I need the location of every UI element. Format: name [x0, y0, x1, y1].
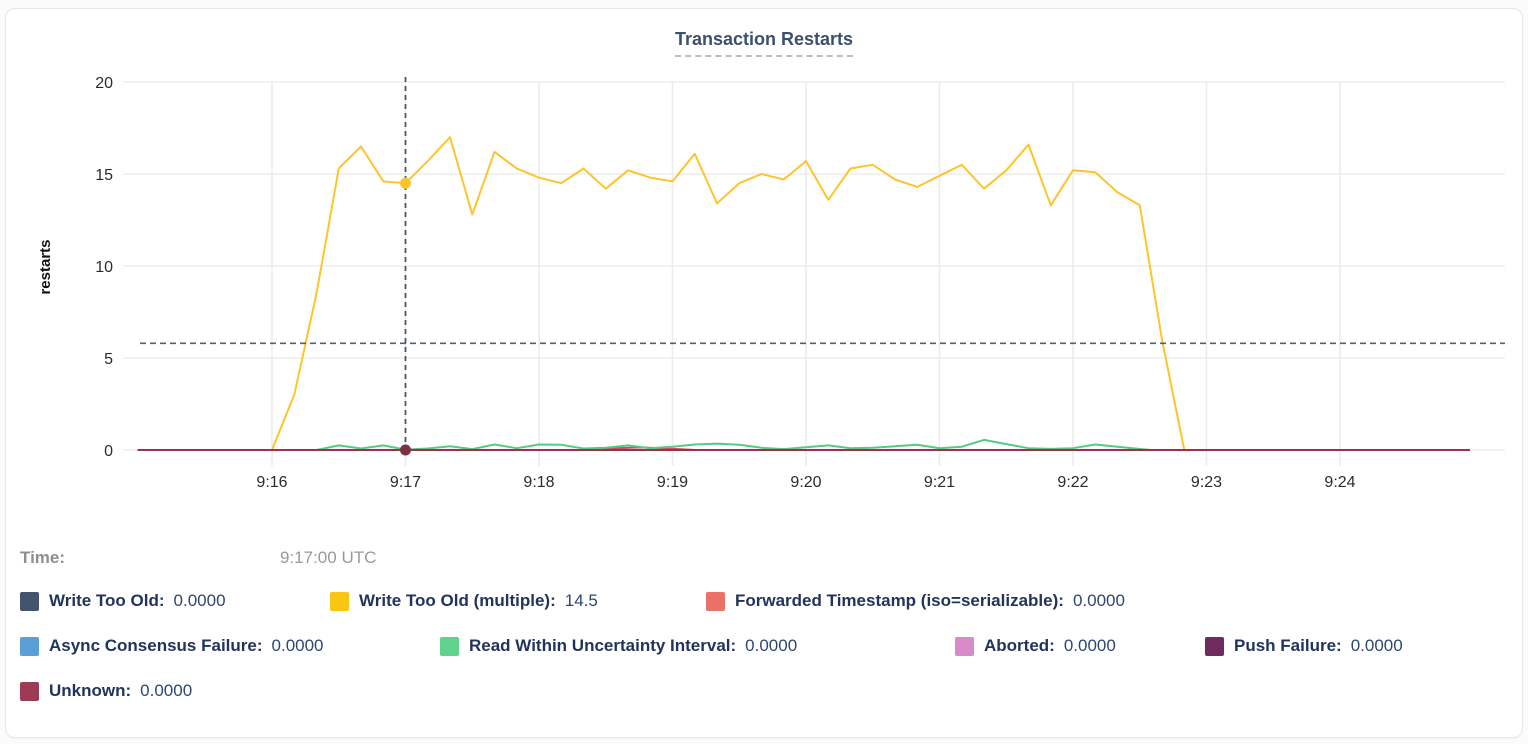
x-tick-label: 9:23: [1191, 474, 1222, 491]
legend-swatch-unknown: [20, 681, 39, 701]
legend-item-push-failure: Push Failure: 0.0000: [1205, 636, 1403, 656]
legend-row-2: Async Consensus Failure: 0.0000 Read Withi…: [20, 636, 1520, 660]
hover-dot-write-too-old-multiple-: [400, 177, 411, 189]
y-axis-label: restarts: [37, 239, 54, 294]
legend-label: Read Within Uncertainty Interval:: [469, 636, 737, 655]
legend-label: Write Too Old (multiple):: [359, 591, 556, 610]
legend-swatch-write-too-old-multiple: [330, 591, 349, 611]
y-tick-label: 5: [104, 351, 113, 368]
legend-item-write-too-old-multiple: Write Too Old (multiple): 14.5: [330, 591, 598, 611]
y-tick-label: 20: [95, 75, 113, 92]
series-line-read-within-uncertainty-interval: [315, 438, 1152, 451]
x-tick-label: 9:18: [523, 474, 554, 491]
legend-swatch-aborted: [955, 636, 974, 656]
y-tick-label: 10: [95, 259, 113, 276]
chart-card: [5, 8, 1523, 738]
x-tick-label: 9:21: [924, 474, 955, 491]
legend-value: 0.0000: [140, 681, 193, 700]
legend-label: Push Failure:: [1234, 636, 1342, 655]
y-tick-label: 0: [104, 443, 113, 460]
legend-item-read-within-uncertainty-interval: Read Within Uncertainty Interval: 0.0000: [440, 636, 797, 656]
x-tick-label: 9:19: [657, 474, 688, 491]
legend-item-forwarded-timestamp: Forwarded Timestamp (iso=serializable): 0…: [706, 591, 1125, 611]
chart-title[interactable]: Transaction Restarts: [674, 29, 854, 57]
legend-item-write-too-old: Write Too Old: 0.0000: [20, 591, 226, 611]
legend-value: 0.0000: [745, 636, 798, 655]
hover-time-row: Time: 9:17:00 UTC: [20, 548, 1510, 572]
legend-item-aborted: Aborted: 0.0000: [955, 636, 1116, 656]
hover-time-value: 9:17:00 UTC: [280, 548, 377, 567]
legend-swatch-push-failure: [1205, 636, 1224, 656]
x-tick-label: 9:20: [790, 474, 821, 491]
y-tick-label: 15: [95, 167, 113, 184]
chart-header: Transaction Restarts: [0, 29, 1528, 57]
legend-item-unknown: Unknown: 0.0000: [20, 681, 192, 701]
hover-time-label: Time:: [20, 548, 66, 567]
legend-value: 0.0000: [1063, 636, 1116, 655]
legend-swatch-read-within-uncertainty-interval: [440, 636, 459, 656]
legend-label: Aborted:: [984, 636, 1055, 655]
transaction-restarts-chart[interactable]: 0 5 10 15 20 9:16 9:17 9:18 9:19 9:20 9:21 9:22 9:23…: [0, 60, 1528, 512]
legend-label: Forwarded Timestamp (iso=serializable):: [735, 591, 1064, 610]
legend-value: 14.5: [564, 591, 598, 610]
legend-value: 0.0000: [271, 636, 324, 655]
legend-swatch-write-too-old: [20, 591, 39, 611]
legend-label: Write Too Old:: [49, 591, 165, 610]
legend-swatch-forwarded-timestamp: [706, 591, 725, 611]
legend-row-3: Unknown: 0.0000: [20, 681, 1520, 705]
legend-label: Unknown:: [49, 681, 132, 700]
legend-value: 0.0000: [1350, 636, 1403, 655]
x-tick-label: 9:16: [256, 474, 287, 491]
x-tick-label: 9:22: [1057, 474, 1088, 491]
x-tick-label: 9:24: [1324, 474, 1355, 491]
series-line-write-too-old-multiple-: [137, 136, 1186, 451]
legend-row-1: Write Too Old: 0.0000 Write Too Old (multi…: [20, 591, 1520, 615]
hover-dot-unknown: [400, 444, 411, 456]
legend-item-async-consensus-failure: Async Consensus Failure: 0.0000: [20, 636, 324, 656]
x-tick-label: 9:17: [390, 474, 421, 491]
legend-label: Async Consensus Failure:: [49, 636, 263, 655]
legend-value: 0.0000: [1072, 591, 1125, 610]
legend-value: 0.0000: [173, 591, 226, 610]
legend-swatch-async-consensus-failure: [20, 636, 39, 656]
